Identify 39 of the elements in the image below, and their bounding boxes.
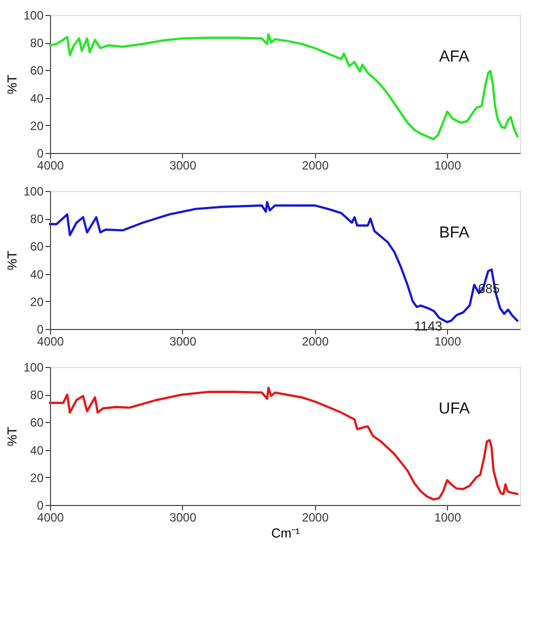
y-tick-label: 20	[30, 294, 44, 309]
y-tick-label: 80	[30, 212, 44, 226]
line-series	[48, 386, 518, 501]
x-tick-label: 3000	[170, 158, 197, 172]
x-tick-label: 4000	[37, 510, 64, 524]
x-tick-label: 2000	[302, 510, 329, 524]
y-tick-label: 100	[23, 184, 44, 198]
y-tick-label: 20	[30, 470, 44, 485]
x-tick-label: 4000	[37, 158, 64, 172]
line-series	[48, 33, 518, 140]
y-tick-label: 100	[23, 8, 44, 22]
y-axis-title: %T	[4, 250, 20, 270]
x-tick-label: 2000	[302, 334, 329, 348]
x-tick-label: 2000	[302, 158, 329, 172]
y-tick-label: 80	[30, 36, 44, 50]
y-tick-label: 40	[30, 91, 44, 106]
y-tick-label: 0	[36, 322, 44, 336]
y-axis-title: %T	[4, 426, 20, 446]
y-axis-title: %T	[4, 74, 20, 94]
x-tick-label: 1000	[434, 334, 462, 348]
text: BFA	[439, 224, 470, 242]
x-axis-title: Cm⁻¹	[271, 526, 300, 540]
x-tick-label: 4000	[37, 334, 64, 348]
series-label: AFA	[439, 48, 470, 66]
y-tick-label: 40	[30, 443, 44, 458]
x-tick-label: 1000	[434, 510, 462, 524]
y-tick-label: 60	[30, 416, 44, 430]
y-tick-label: 0	[36, 146, 44, 160]
y-tick-label: 60	[30, 240, 44, 254]
y-tick-label: 0	[36, 498, 44, 512]
y-tick-label: 100	[23, 360, 44, 374]
series-label: UFA	[438, 400, 470, 418]
x-tick-label: 3000	[170, 510, 197, 524]
y-tick-label: 60	[30, 64, 44, 78]
x-tick-label: 1000	[434, 158, 462, 172]
y-tick-label: 20	[30, 118, 44, 133]
y-tick-label: 80	[30, 388, 44, 402]
x-tick-label: 3000	[170, 334, 197, 348]
y-tick-label: 40	[30, 267, 44, 282]
